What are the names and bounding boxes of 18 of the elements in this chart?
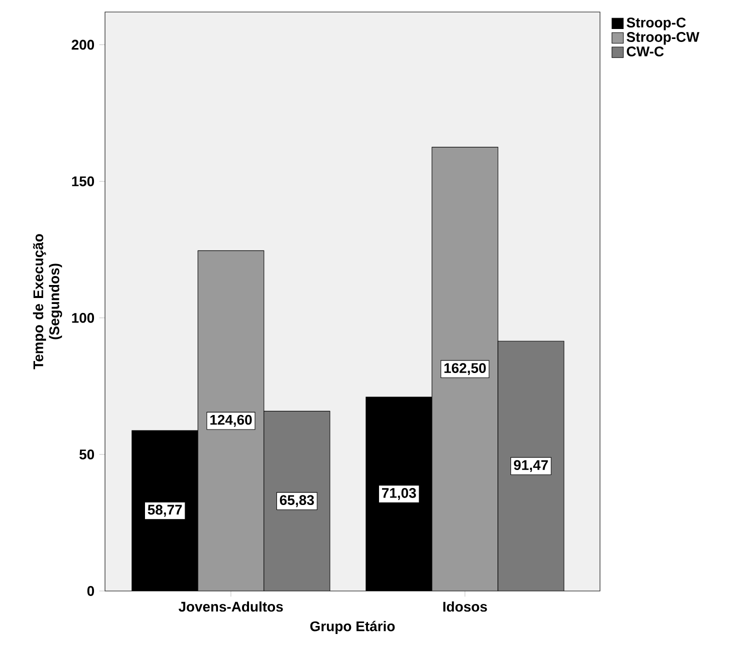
- y-tick-label: 150: [72, 176, 94, 186]
- data-label: 71,03: [382, 488, 416, 500]
- legend-label: CW-C: [626, 46, 664, 56]
- data-label: 91,47: [514, 460, 548, 472]
- data-label: 124,60: [210, 414, 252, 427]
- legend-label: Stroop-CW: [626, 32, 700, 45]
- y-tick-label: 0: [87, 586, 94, 596]
- x-axis-title: Grupo Etário: [310, 620, 395, 634]
- y-tick-label: 50: [79, 449, 94, 460]
- x-tick-label: Jovens-Adultos: [178, 601, 283, 612]
- y-axis-title: Tempo de Execução (Segundos): [32, 234, 62, 370]
- data-label: 162,50: [444, 363, 486, 376]
- y-tick-label: 100: [72, 312, 94, 323]
- x-tick-label: Idosos: [443, 601, 487, 612]
- data-label: 58,77: [148, 504, 182, 517]
- y-tick-label: 200: [72, 40, 94, 50]
- legend-label: Stroop-C: [626, 18, 686, 30]
- data-label: 65,83: [280, 495, 314, 508]
